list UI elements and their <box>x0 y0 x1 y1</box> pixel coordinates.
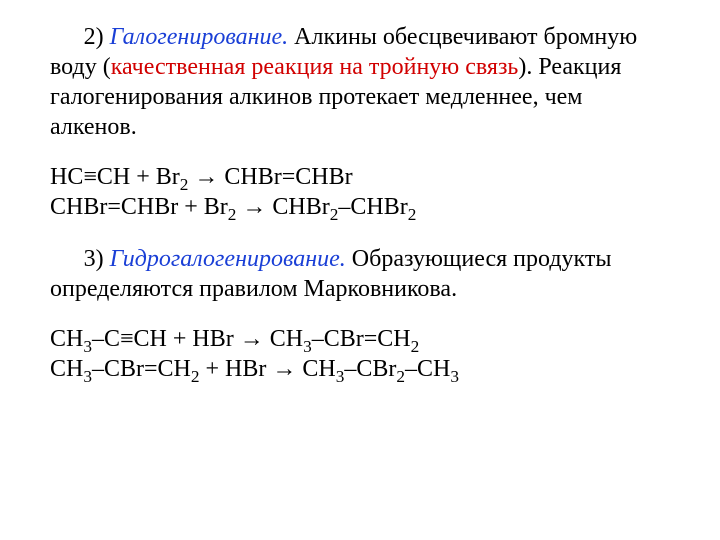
eq3-b: –C≡CH + HBr → CH <box>92 326 303 352</box>
equation-block-1: HC≡CH + Br2 → CHBr=CHBr CHBr=CHBr + Br2 … <box>50 162 670 222</box>
eq4-c: + HBr → CH <box>200 356 336 382</box>
eq2-a: CHBr=CHBr + Br <box>50 194 228 220</box>
eq4-a: CH <box>50 356 83 382</box>
eq4-sub1: 3 <box>83 367 92 386</box>
equation-1: HC≡CH + Br2 → CHBr=CHBr <box>50 162 670 192</box>
eq2-c: –CHBr <box>338 194 407 220</box>
eq4-sub5: 3 <box>450 367 459 386</box>
eq3-c: –CBr=CH <box>312 326 411 352</box>
section-3-title: Гидрогалогенирование. <box>110 246 346 272</box>
section-2-number: 2) <box>84 24 110 50</box>
eq4-d: –CBr <box>344 356 396 382</box>
eq2-sub3: 2 <box>408 205 417 224</box>
section-2-qualitative: качественная реакция на тройную связь <box>111 54 519 80</box>
section-2-title: Галогенирование. <box>110 24 289 50</box>
equation-2: CHBr=CHBr + Br2 → CHBr2–CHBr2 <box>50 192 670 222</box>
eq4-sub2: 2 <box>191 367 200 386</box>
slide-content: 2) Галогенирование. Алкины обесцвечивают… <box>0 0 720 426</box>
eq4-e: –CH <box>405 356 450 382</box>
section-2-paragraph: 2) Галогенирование. Алкины обесцвечивают… <box>50 22 670 142</box>
equation-3: CH3–C≡CH + HBr → CH3–CBr=CH2 <box>50 324 670 354</box>
eq3-sub2: 3 <box>303 337 312 356</box>
eq4-sub4: 2 <box>396 367 405 386</box>
eq3-sub1: 3 <box>83 337 92 356</box>
eq2-b: → CHBr <box>236 194 329 220</box>
eq3-a: CH <box>50 326 83 352</box>
equation-block-2: CH3–C≡CH + HBr → CH3–CBr=CH2 CH3–CBr=CH2… <box>50 324 670 384</box>
eq1-a: HC≡CH + Br <box>50 164 180 190</box>
section-3-paragraph: 3) Гидрогалогенирование. Образующиеся пр… <box>50 244 670 304</box>
eq1-b: → CHBr=CHBr <box>188 164 352 190</box>
eq4-b: –CBr=CH <box>92 356 191 382</box>
equation-4: CH3–CBr=CH2 + HBr → CH3–CBr2–CH3 <box>50 354 670 384</box>
section-3-number: 3) <box>84 246 110 272</box>
eq3-sub3: 2 <box>411 337 420 356</box>
